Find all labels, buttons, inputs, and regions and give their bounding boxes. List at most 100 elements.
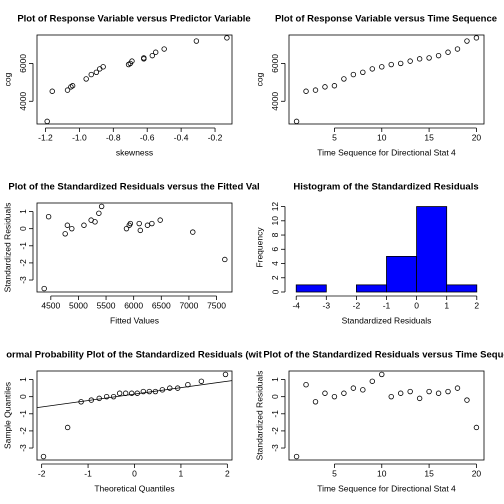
- panel: Histogram of the Standardized Residuals S…: [254, 182, 479, 326]
- histogram-bar: [356, 284, 387, 293]
- data-point: [303, 88, 309, 94]
- data-point: [100, 64, 106, 70]
- data-point: [141, 55, 147, 61]
- plot-box: [36, 202, 233, 293]
- x-tick-label: 4500: [41, 300, 60, 310]
- y-tick-label: 2: [270, 275, 280, 280]
- data-point: [445, 388, 451, 395]
- panel-title: Plot of Response Variable versus Predict…: [17, 14, 250, 25]
- data-point: [407, 58, 413, 64]
- x-tick-label: 6000: [124, 300, 143, 310]
- data-point: [407, 388, 413, 395]
- y-tick-label: -2: [18, 427, 28, 435]
- y-axis-label: cog: [2, 72, 12, 86]
- data-point: [116, 390, 123, 396]
- data-point: [69, 225, 75, 232]
- x-tick-label: -2: [353, 300, 361, 310]
- data-point: [123, 225, 130, 232]
- data-point: [397, 390, 404, 396]
- data-point: [388, 61, 394, 68]
- plot-box: [288, 370, 485, 461]
- y-tick-label: -1: [18, 410, 28, 418]
- data-point: [149, 52, 156, 59]
- y-axis-label: Frequency: [254, 227, 264, 268]
- x-tick-label: -4: [292, 300, 300, 310]
- histogram-bar: [386, 256, 417, 293]
- data-point: [62, 231, 68, 237]
- panel-title: Plot of the Standardized Residuals versu…: [263, 350, 504, 361]
- data-point: [174, 385, 181, 391]
- y-tick-label: -2: [270, 427, 280, 435]
- data-point: [122, 390, 129, 396]
- y-tick-label: 0: [18, 226, 28, 231]
- y-tick-label: -3: [18, 444, 28, 452]
- data-point: [293, 453, 300, 460]
- data-point: [379, 371, 385, 378]
- data-point: [97, 66, 103, 72]
- y-tick-label: 6000: [18, 54, 28, 73]
- x-tick-label: 20: [472, 132, 482, 142]
- data-point: [222, 371, 229, 378]
- data-point: [64, 87, 71, 93]
- data-point: [167, 385, 173, 391]
- x-axis-label: Time Sequence for Directional Stat 4: [317, 483, 456, 493]
- data-point: [45, 213, 52, 220]
- panel: Plot of Response Variable versus Predict…: [2, 14, 250, 158]
- data-point: [435, 390, 442, 396]
- data-point: [161, 46, 167, 52]
- y-tick-label: 8: [270, 232, 280, 237]
- data-point: [473, 424, 480, 431]
- data-point: [464, 397, 470, 403]
- data-point: [64, 222, 71, 228]
- data-point: [454, 46, 461, 52]
- x-tick-label: 5: [332, 132, 337, 142]
- panel: Plot of the Standardized Residuals versu…: [2, 182, 259, 326]
- data-point: [136, 220, 142, 227]
- y-tick-label: -3: [18, 276, 28, 284]
- data-point: [224, 35, 230, 41]
- data-point: [40, 453, 47, 460]
- y-tick-label: 0: [18, 394, 28, 399]
- data-point: [454, 385, 461, 391]
- data-point: [41, 285, 47, 292]
- data-point: [322, 390, 328, 396]
- x-tick-label: 1: [179, 468, 184, 478]
- x-tick-label: 2: [225, 468, 230, 478]
- y-tick-label: 0: [270, 289, 280, 294]
- reference-line: [37, 380, 232, 409]
- x-tick-label: 1: [444, 300, 449, 310]
- x-tick-label: 0: [414, 300, 419, 310]
- panel: ormal Probability Plot of the Standardiz…: [2, 350, 262, 494]
- x-tick-label: -0.2: [208, 132, 223, 142]
- y-tick-label: 1: [18, 377, 28, 382]
- y-tick-label: 10: [270, 216, 280, 226]
- data-point: [98, 203, 105, 210]
- data-point: [152, 49, 159, 55]
- y-axis-label: Sample Quantiles: [2, 382, 12, 449]
- data-point: [312, 87, 319, 93]
- x-tick-label: 0: [132, 468, 137, 478]
- x-tick-label: -1.2: [38, 132, 53, 142]
- data-point: [388, 393, 394, 400]
- data-point: [44, 118, 50, 125]
- y-tick-label: -1: [270, 410, 280, 418]
- data-point: [103, 393, 110, 400]
- data-point: [341, 390, 347, 396]
- data-point: [435, 52, 442, 59]
- panel: Plot of Response Variable versus Time Se…: [254, 14, 497, 158]
- y-tick-label: 1: [18, 209, 28, 214]
- panel-title: Histogram of the Standardized Residuals: [293, 182, 478, 193]
- data-point: [293, 118, 300, 125]
- plot-box: [288, 34, 485, 125]
- y-tick-label: -1: [18, 242, 28, 250]
- data-point: [64, 424, 71, 431]
- data-point: [473, 35, 480, 41]
- data-point: [416, 395, 423, 402]
- x-tick-label: 2: [474, 300, 479, 310]
- panel: Plot of the Standardized Residuals versu…: [254, 350, 504, 494]
- x-tick-label: 5: [332, 468, 337, 478]
- y-tick-label: 1: [270, 377, 280, 382]
- data-point: [426, 388, 432, 395]
- data-point: [369, 378, 376, 384]
